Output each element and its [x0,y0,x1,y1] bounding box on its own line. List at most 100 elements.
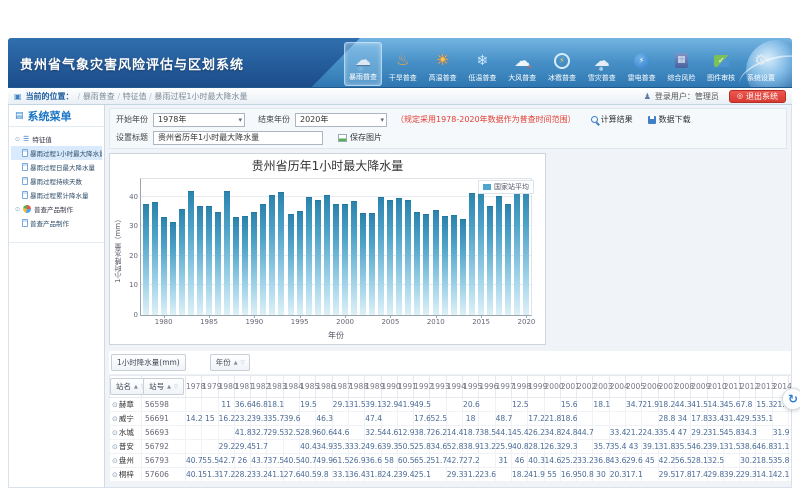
data-download-button[interactable]: 数据下载 [647,114,691,125]
cell-value: 26.2 [527,425,545,440]
cell-value [266,439,284,454]
floating-refresh-button[interactable]: ↻ [782,388,800,410]
table-row[interactable]: ⊙赫章 56598 11 36.6 46.8 18.1 19.5 29.1 31.5 39.1 32… [109,397,791,412]
row-select-icon[interactable]: ⊙ [112,401,118,409]
station-id-header-chip[interactable]: 站号 ▲ ▽ [143,378,184,395]
time-range-note: （规定采用1978-2020年数据作为普查时间范围） [396,115,576,124]
breadcrumb-item[interactable]: 暴雨普查 [82,91,115,101]
station-name: 赫章 [118,400,134,409]
cell-value: 14.4 [445,425,463,440]
breadcrumb-item[interactable]: 特征值 [122,91,147,101]
cell-value: 60.5 [396,453,415,468]
y-tick-label: 0 [133,311,138,319]
year-group-label: 年份 [215,358,231,367]
snow-icon [592,51,612,73]
end-year-select[interactable]: 2020年 [295,112,387,127]
chart-title-input[interactable]: 贵州省历年1小时最大降水量 [153,130,323,145]
bar [369,213,376,315]
calc-result-button[interactable]: 计算结果 [590,114,633,125]
chart-panel: 贵州省历年1小时最大降水量 国家站平均 1小时降水量（mm） 0 10 20 30 40… [109,153,546,345]
breadcrumb-separator: / [77,91,83,101]
sidebar-item[interactable]: 暴雨过程持续天数 [11,174,102,188]
year-column-header: 2002 [576,375,596,398]
cell-value: 27.2 [462,453,480,468]
cell-value: 42.1 [771,467,789,482]
nav-item-label: 冰雹普查 [547,74,576,82]
x-tick-mark [526,315,528,318]
cell-value: 26.9 [347,453,366,468]
x-tick-mark [435,315,437,318]
sidebar-item[interactable]: 暴雨过程1小时最大降水量 [11,146,102,160]
station-name-cell: ⊙威宁 [109,411,142,426]
cell-value: 51.3 [201,467,219,482]
cell-value: 12.5 [510,397,529,412]
row-select-icon[interactable]: ⊙ [112,457,118,465]
nav-item-low-temp[interactable]: 低温普查 [463,42,501,86]
cell-value: 25.1 [413,467,431,482]
bar-slot [349,179,358,315]
breadcrumb-item[interactable]: 暴雨过程1小时最大降水量 [154,91,248,101]
logout-button[interactable]: ◎ 退出系统 [728,89,786,103]
settings-icon [751,51,771,71]
nav-item-wind[interactable]: 大风普查 [503,42,541,86]
row-select-icon[interactable]: ⊙ [112,443,118,451]
cell-value: 43 [625,439,643,454]
year-group-chip[interactable]: 年份 ▲ ▽ [209,354,251,371]
nav-item-rainstorm[interactable]: 暴雨普查 [344,42,382,86]
nav-item-snow[interactable]: 雪灾普查 [583,42,621,86]
cell-value: 38.6 [739,439,757,454]
cell-value: 50.5 [396,439,415,454]
sidebar-item-label: 暴雨过程累计降水量 [30,192,89,200]
sidebar-item[interactable]: 暴雨过程日最大降水量 [11,160,102,174]
title-banner: 贵州省气象灾害风险评估与区划系统 [8,38,360,87]
nav-item-drought[interactable]: 干旱普查 [384,42,422,86]
cell-value [494,397,512,412]
row-select-icon[interactable]: ⊙ [112,429,118,437]
cell-value: 31.9 [771,425,789,440]
sidebar-item[interactable]: 暴雨过程累计降水量 [11,188,102,202]
cell-value: 47 [673,425,692,440]
tree-toggle-icon[interactable]: ⊙ [15,205,21,213]
row-select-icon[interactable]: ⊙ [112,471,118,479]
nav-item-settings[interactable]: 系统设置 [742,42,780,86]
table-row[interactable]: ⊙盘州 56793 40.7 55.5 42.7 26 43.7 37.5 40.5 40.7 49… [109,453,791,468]
cell-value: 11 [217,397,235,412]
nav-item-label: 综合风险 [667,74,696,82]
table-row[interactable]: ⊙普安 56792 29.2 29.4 51.7 40.4 34.9 35.3 33.2 49.6… [109,439,791,454]
nav-item-high-temp[interactable]: 高温普查 [424,42,462,86]
tree-toggle-icon[interactable]: ⊙ [15,135,21,143]
bar [505,203,512,315]
table-row[interactable]: ⊙水城 56693 41.8 32.7 29.5 32.5 28.9 60.6 44.6 32.5… [109,425,791,440]
bar [169,221,176,315]
table-row[interactable]: ⊙威宁 56691 14.2 15 16.2 23.2 39.3 35.7 39.6 46.3 47… [109,411,791,426]
bar-slot [494,179,503,315]
cell-value: 65.2 [413,453,431,468]
value-type-chip[interactable]: 1小时降水量(mm) [111,354,186,371]
sidebar-item[interactable]: 普查产品制作 [11,216,102,230]
tree-group-label: 特征值 [32,136,52,144]
start-year-select[interactable]: 1978年 [153,112,245,127]
row-select-icon[interactable]: ⊙ [112,415,118,423]
year-column-header: 1995 [462,375,482,398]
cell-value: 26.2 [429,425,447,440]
chart-legend[interactable]: 国家站平均 [478,180,534,194]
cell-value: 34 [673,411,692,426]
bar-slot [168,179,177,315]
save-image-button[interactable]: 保存图片 [338,132,382,143]
year-column-header: 2009 [690,375,710,398]
nav-item-hail[interactable]: 冰雹普查 [543,42,581,86]
tree-group[interactable]: ⊙ ☰ 特征值 [11,132,102,146]
tree-group[interactable]: ⊙ 普查产品制作 [11,202,102,216]
table-row[interactable]: ⊙桐梓 57606 40.1 51.3 17.2 28.2 33.2 41.1 27.6 40.5… [109,467,791,482]
x-tick-label: 2015 [472,318,491,326]
nav-item-risk-calculator[interactable]: 综合风险 [662,42,700,86]
nav-item-lightning[interactable]: 雷电普查 [623,42,661,86]
nav-item-label: 暴雨普查 [349,73,377,81]
legend-swatch [483,184,491,190]
sidebar-item-label: 暴雨过程1小时最大降水量 [30,150,102,158]
year-column-header: 2000 [543,375,564,398]
bar-slot [340,179,349,315]
nav-item-map-review[interactable]: 图件审核 [702,42,740,86]
cell-value: 31.8 [657,439,675,454]
cell-value: 33.2 [576,453,594,468]
